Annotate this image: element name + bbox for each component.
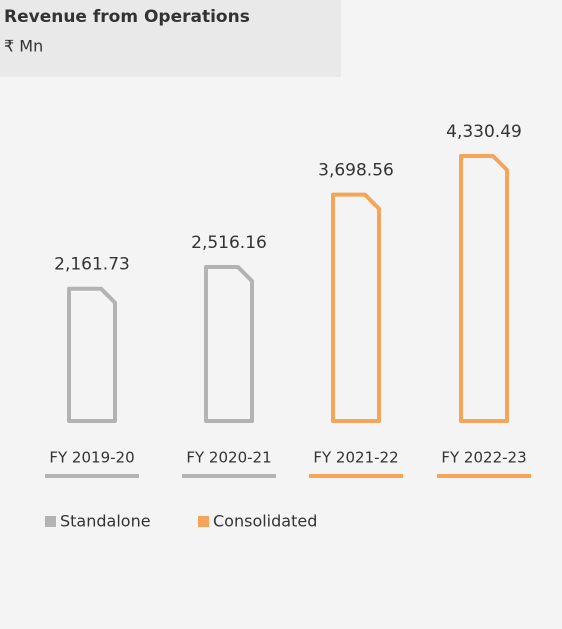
category-underline — [437, 474, 531, 478]
x-tick-label: FY 2020-21 — [186, 449, 271, 467]
value-label: 3,698.56 — [318, 161, 394, 181]
category-underline — [182, 474, 276, 478]
legend-swatch — [198, 516, 209, 527]
legend-label: Consolidated — [213, 512, 317, 531]
value-label: 4,330.49 — [446, 122, 522, 142]
x-tick-label: FY 2021-22 — [313, 449, 398, 467]
category-underline — [45, 474, 139, 478]
bar — [204, 265, 254, 423]
bar — [67, 286, 117, 423]
chart-title: Revenue from Operations — [4, 7, 250, 27]
category-underline — [309, 474, 403, 478]
value-label: 2,161.73 — [54, 255, 130, 275]
legend-swatch — [45, 516, 56, 527]
bar — [331, 192, 381, 423]
chart-subtitle: ₹ Mn — [4, 37, 43, 56]
value-label: 2,516.16 — [191, 233, 267, 253]
x-tick-label: FY 2022-23 — [441, 449, 526, 467]
legend-label: Standalone — [60, 512, 151, 531]
bar — [459, 154, 509, 423]
title-box — [0, 0, 341, 77]
x-tick-label: FY 2019-20 — [49, 449, 134, 467]
